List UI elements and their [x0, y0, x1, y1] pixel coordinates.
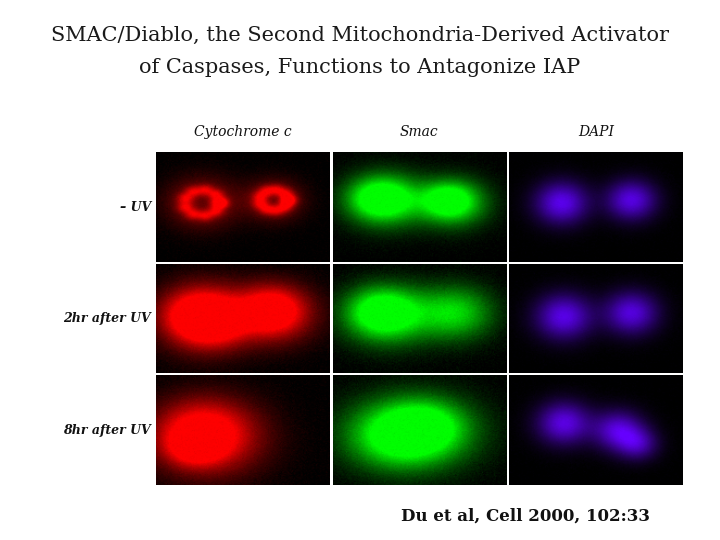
Text: Du et al, Cell 2000, 102:33: Du et al, Cell 2000, 102:33	[401, 507, 650, 524]
Text: – UV: – UV	[120, 200, 151, 213]
Text: Cytochrome c: Cytochrome c	[194, 125, 292, 139]
Text: SMAC/Diablo, the Second Mitochondria-Derived Activator: SMAC/Diablo, the Second Mitochondria-Der…	[51, 25, 669, 45]
Text: DAPI: DAPI	[577, 125, 613, 139]
Text: 2hr after UV: 2hr after UV	[63, 312, 151, 325]
Text: of Caspases, Functions to Antagonize IAP: of Caspases, Functions to Antagonize IAP	[140, 58, 580, 77]
Text: 8hr after UV: 8hr after UV	[63, 424, 151, 437]
Text: Smac: Smac	[400, 125, 438, 139]
